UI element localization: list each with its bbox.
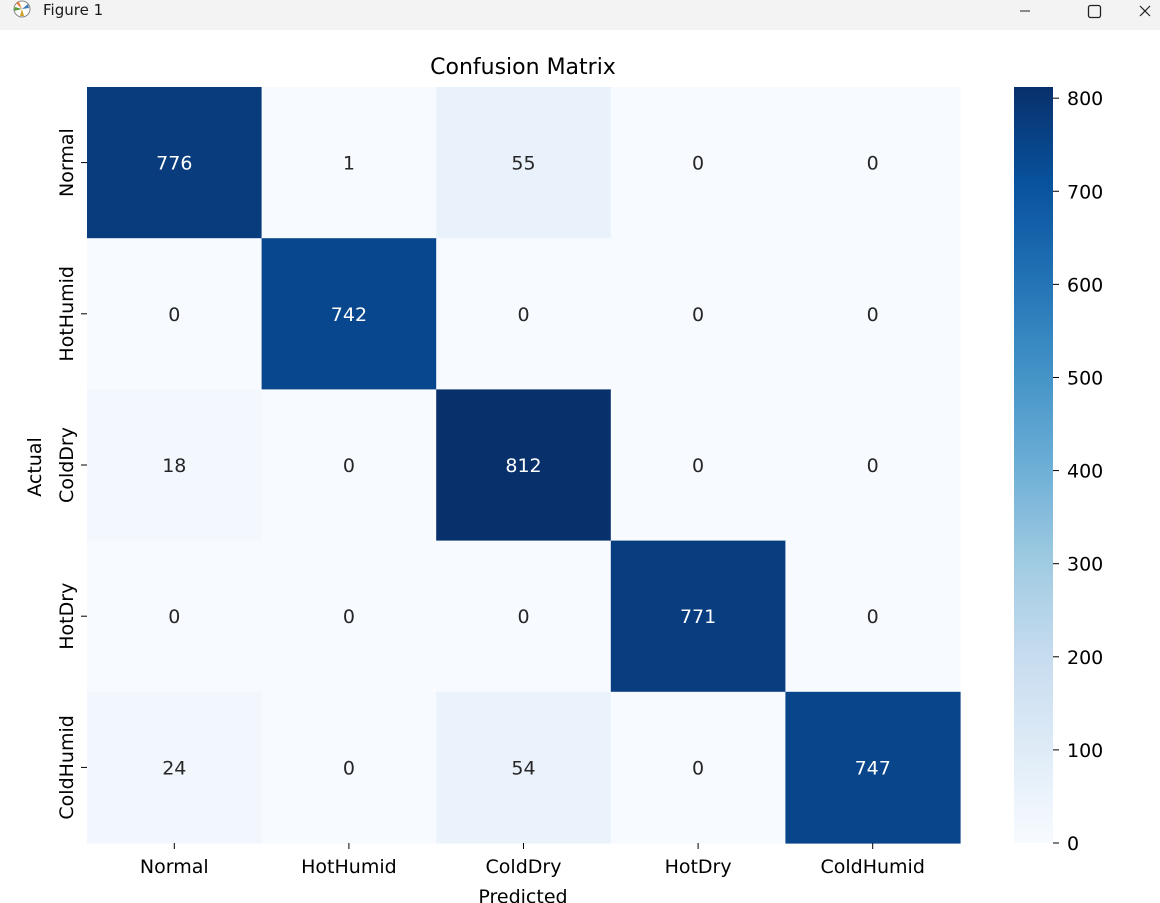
cell-annotation: 0 [867, 153, 879, 175]
cell-annotation: 0 [867, 455, 879, 477]
heatmap-cell [785, 691, 961, 844]
x-tick-label: HotHumid [301, 856, 397, 878]
cell-annotation: 0 [692, 757, 704, 779]
cell-annotation: 0 [343, 606, 355, 628]
heatmap-cell [261, 87, 437, 239]
cell-annotation: 0 [343, 455, 355, 477]
heatmap-cell [261, 691, 437, 844]
heatmap-cell [436, 691, 612, 844]
heatmap-cell [87, 540, 263, 693]
minimize-icon [1020, 10, 1030, 12]
y-tick-label: HotDry [56, 583, 78, 650]
cell-annotation: 812 [505, 455, 541, 477]
colorbar-tick-label: 200 [1067, 647, 1103, 669]
heatmap-cell [610, 540, 786, 693]
confusion-matrix-figure: Confusion Matrix 776 1 55 0 00 742 0 0 018 0 812 0 0… [24, 55, 1103, 903]
heatmap-cell [610, 389, 786, 542]
heatmap-cell [785, 238, 961, 390]
heatmap-cell [785, 389, 961, 542]
y-axis-label: Actual [24, 437, 46, 497]
colorbar-tick-label: 100 [1067, 740, 1103, 762]
heatmap-cell [436, 238, 612, 390]
heatmap-cell [436, 389, 612, 542]
heatmap-cell [87, 238, 263, 390]
colorbar-tick-label: 700 [1067, 181, 1103, 203]
y-axis-ticks: Normal HotHumid ColdDry HotDry ColdHumid [56, 128, 87, 820]
heatmap-cell [610, 87, 786, 239]
colorbar-tick-label: 600 [1067, 274, 1103, 296]
heatmap-cells: 776 1 55 0 0 0 742 0 0 0 18 0 812 0 0 0 0 0 771 0 24 0 54 0 747 [87, 87, 961, 844]
cell-annotation: 776 [156, 153, 192, 175]
y-tick-label: ColdHumid [56, 715, 78, 819]
minimize-button[interactable] [1002, 0, 1048, 22]
heatmap-cell [261, 238, 437, 390]
window-titlebar: Figure 1 [0, 0, 1160, 30]
x-tick-label: ColdHumid [820, 856, 924, 878]
x-tick-label: ColdDry [486, 856, 562, 878]
cell-annotation: 747 [855, 757, 891, 779]
heatmap-cell [87, 389, 263, 542]
x-tick-label: HotDry [665, 856, 732, 878]
cell-annotation: 0 [867, 606, 879, 628]
heatmap-cell [436, 87, 612, 239]
close-icon [1139, 5, 1151, 17]
cell-annotation: 24 [162, 757, 186, 779]
cell-annotation: 0 [517, 304, 529, 326]
cell-annotation: 0 [692, 304, 704, 326]
maximize-icon [1087, 4, 1102, 19]
cell-annotation: 55 [511, 153, 535, 175]
cell-annotation: 0 [343, 757, 355, 779]
cell-annotation: 0 [692, 153, 704, 175]
x-axis-label: Predicted [478, 886, 567, 903]
matplotlib-icon [13, 0, 31, 18]
cell-annotation: 0 [168, 304, 180, 326]
heatmap-cell [87, 87, 263, 239]
cell-annotation: 771 [680, 606, 716, 628]
heatmap-cell [610, 691, 786, 844]
cell-annotation: 18 [162, 455, 186, 477]
x-axis-ticks: Normal HotHumid ColdDry HotDry ColdHumid [140, 843, 925, 878]
cell-annotation: 742 [331, 304, 367, 326]
y-tick-label: HotHumid [56, 266, 78, 362]
heatmap-cell [610, 238, 786, 390]
close-button[interactable] [1130, 0, 1160, 22]
heatmap-cell [436, 540, 612, 693]
y-tick-label: ColdDry [56, 427, 78, 503]
colorbar-tick-label: 0 [1067, 833, 1079, 855]
cell-annotation: 0 [867, 304, 879, 326]
colorbar-tick-label: 400 [1067, 461, 1103, 483]
colorbar-tick-label: 500 [1067, 367, 1103, 389]
cell-annotation: 0 [168, 606, 180, 628]
cell-annotation: 54 [511, 757, 535, 779]
cell-annotation: 0 [517, 606, 529, 628]
window-title: Figure 1 [43, 1, 104, 19]
colorbar-ticks: 0 100 200 300 400 500 600 700 800 [1053, 88, 1103, 855]
heatmap-cell [785, 87, 961, 239]
heatmap-cell [261, 389, 437, 542]
chart-title: Confusion Matrix [430, 55, 616, 80]
y-tick-label: Normal [56, 128, 78, 197]
colorbar [1014, 87, 1053, 843]
cell-annotation: 1 [343, 153, 355, 175]
heatmap-cell [785, 540, 961, 693]
heatmap-cell [261, 540, 437, 693]
colorbar-tick-label: 300 [1067, 554, 1103, 576]
colorbar-tick-label: 800 [1067, 88, 1103, 110]
maximize-button[interactable] [1071, 0, 1117, 22]
cell-annotation: 0 [692, 455, 704, 477]
heatmap-cell [87, 691, 263, 844]
x-tick-label: Normal [140, 856, 209, 878]
